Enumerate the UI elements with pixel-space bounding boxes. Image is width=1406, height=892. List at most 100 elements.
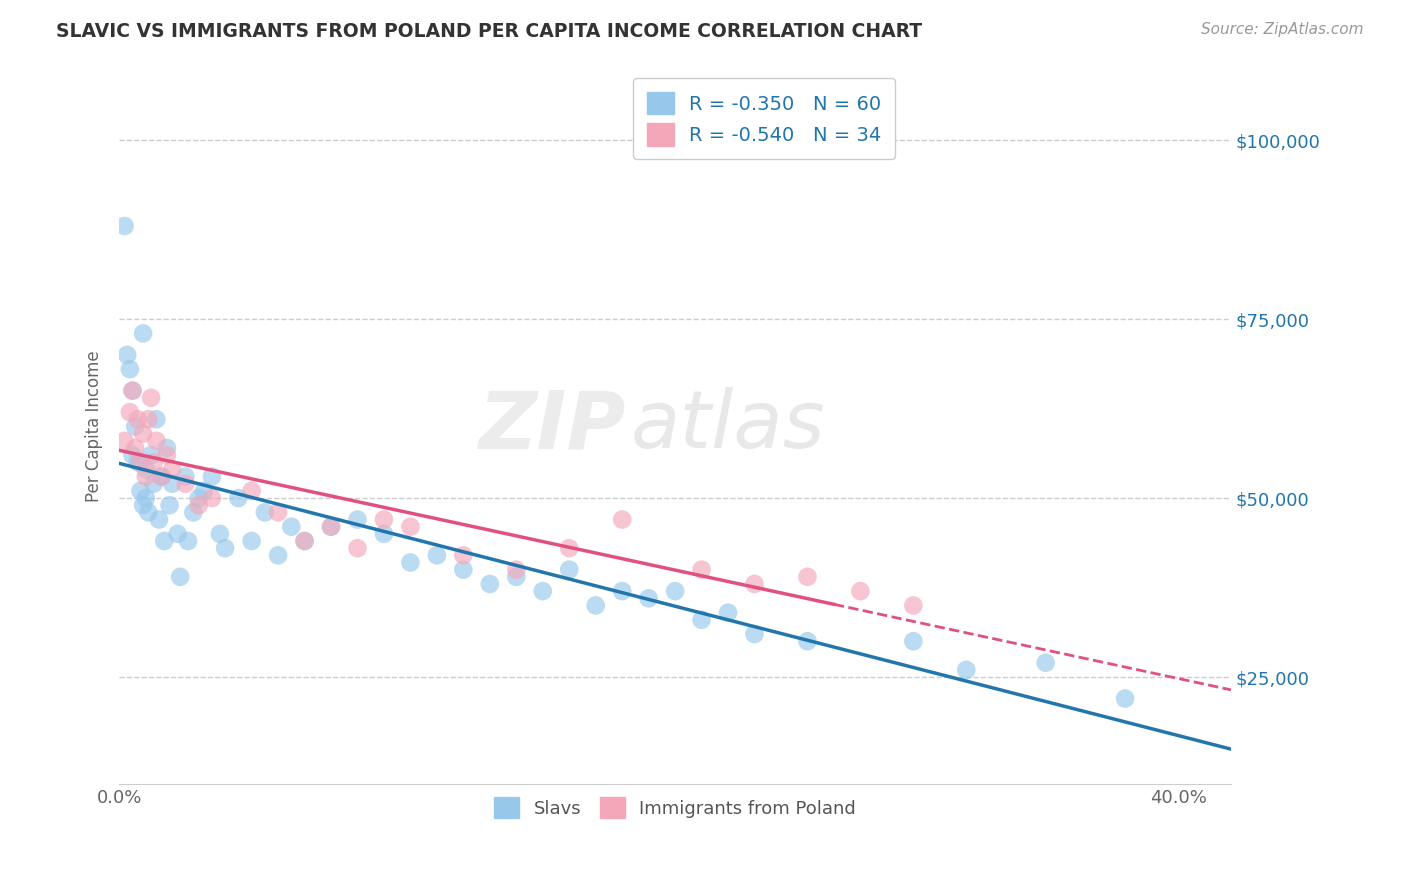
Point [124, 441, 146, 455]
Point [240, 534, 263, 549]
Point [148, 512, 170, 526]
Point [138, 505, 160, 519]
Point [319, 519, 342, 533]
Point [142, 455, 165, 469]
Point [142, 476, 165, 491]
Y-axis label: Per Capita Income: Per Capita Income [86, 351, 103, 502]
Point [319, 519, 342, 533]
Point [664, 584, 686, 599]
Point [558, 563, 581, 577]
Point [150, 469, 173, 483]
Point [280, 519, 302, 533]
Point [135, 491, 157, 505]
Text: SLAVIC VS IMMIGRANTS FROM POLAND PER CAPITA INCOME CORRELATION CHART: SLAVIC VS IMMIGRANTS FROM POLAND PER CAP… [56, 22, 922, 41]
Point [159, 498, 181, 512]
Point [294, 534, 316, 549]
Point [169, 570, 191, 584]
Point [166, 526, 188, 541]
Point [127, 412, 149, 426]
Point [174, 476, 197, 491]
Point [135, 462, 157, 476]
Point [1035, 656, 1057, 670]
Text: Source: ZipAtlas.com: Source: ZipAtlas.com [1201, 22, 1364, 37]
Point [139, 448, 162, 462]
Point [253, 505, 276, 519]
Point [744, 627, 766, 641]
Point [346, 512, 368, 526]
Point [124, 419, 146, 434]
Point [637, 591, 659, 606]
Point [903, 599, 925, 613]
Point [373, 526, 395, 541]
Point [717, 606, 740, 620]
Point [145, 412, 167, 426]
Point [156, 448, 179, 462]
Text: atlas: atlas [631, 387, 825, 466]
Point [153, 534, 176, 549]
Point [744, 577, 766, 591]
Point [127, 455, 149, 469]
Point [132, 426, 155, 441]
Point [267, 505, 290, 519]
Point [118, 362, 141, 376]
Point [228, 491, 250, 505]
Point [121, 448, 143, 462]
Point [139, 391, 162, 405]
Point [201, 491, 224, 505]
Point [267, 549, 290, 563]
Legend: Slavs, Immigrants from Poland: Slavs, Immigrants from Poland [486, 790, 863, 825]
Point [612, 512, 634, 526]
Point [129, 455, 152, 469]
Point [145, 434, 167, 448]
Point [160, 462, 183, 476]
Point [121, 384, 143, 398]
Point [1114, 691, 1136, 706]
Point [129, 483, 152, 498]
Point [240, 483, 263, 498]
Point [903, 634, 925, 648]
Point [114, 434, 136, 448]
Point [294, 534, 316, 549]
Point [183, 505, 205, 519]
Point [114, 219, 136, 233]
Point [208, 526, 231, 541]
Point [612, 584, 634, 599]
Point [373, 512, 395, 526]
Point [585, 599, 607, 613]
Point [558, 541, 581, 556]
Point [214, 541, 236, 556]
Text: ZIP: ZIP [478, 387, 626, 466]
Point [156, 441, 179, 455]
Point [132, 326, 155, 341]
Point [796, 570, 818, 584]
Point [193, 483, 215, 498]
Point [690, 563, 713, 577]
Point [135, 469, 157, 483]
Point [453, 563, 475, 577]
Point [187, 498, 209, 512]
Point [690, 613, 713, 627]
Point [160, 476, 183, 491]
Point [187, 491, 209, 505]
Point [174, 469, 197, 483]
Point [531, 584, 554, 599]
Point [505, 563, 527, 577]
Point [346, 541, 368, 556]
Point [115, 348, 138, 362]
Point [399, 556, 422, 570]
Point [177, 534, 200, 549]
Point [118, 405, 141, 419]
Point [796, 634, 818, 648]
Point [132, 498, 155, 512]
Point [138, 412, 160, 426]
Point [453, 549, 475, 563]
Point [201, 469, 224, 483]
Point [955, 663, 977, 677]
Point [849, 584, 872, 599]
Point [121, 384, 143, 398]
Point [150, 469, 173, 483]
Point [505, 570, 527, 584]
Point [399, 519, 422, 533]
Point [426, 549, 449, 563]
Point [478, 577, 501, 591]
